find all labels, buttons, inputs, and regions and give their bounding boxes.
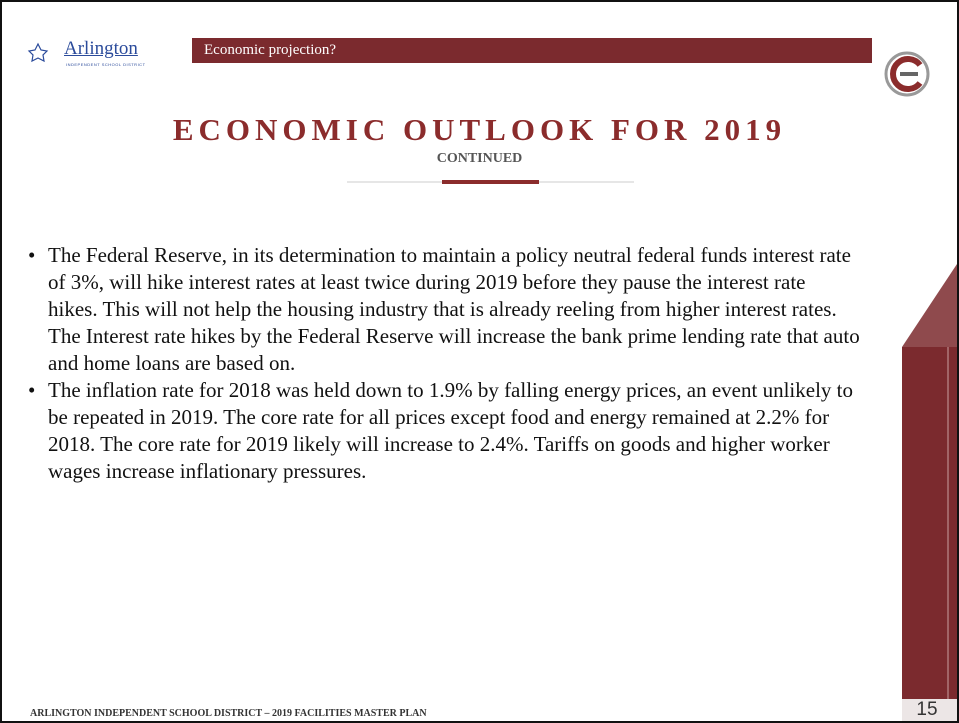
corner-wedge bbox=[902, 264, 957, 347]
district-seal bbox=[884, 51, 930, 97]
slide-title: ECONOMIC OUTLOOK FOR 2019 bbox=[172, 112, 787, 147]
bullet: The Federal Reserve, in its determinatio… bbox=[28, 242, 860, 377]
slide-subtitle: CONTINUED bbox=[436, 151, 523, 166]
rule-accent bbox=[442, 180, 539, 184]
page-number: 15 bbox=[916, 699, 938, 720]
bullet-list: The Federal Reserve, in its determinatio… bbox=[26, 242, 860, 485]
side-bar bbox=[902, 347, 957, 699]
section-banner: Economic projection? bbox=[192, 38, 872, 63]
footer: ARLINGTON INDEPENDENT SCHOOL DISTRICT – … bbox=[30, 708, 427, 719]
star-icon bbox=[27, 42, 49, 63]
logo-subtitle: INDEPENDENT SCHOOL DISTRICT bbox=[66, 62, 146, 67]
bullet: The inflation rate for 2018 was held dow… bbox=[28, 377, 860, 485]
page-number-box bbox=[902, 699, 957, 721]
logo-name: Arlington bbox=[64, 38, 138, 59]
